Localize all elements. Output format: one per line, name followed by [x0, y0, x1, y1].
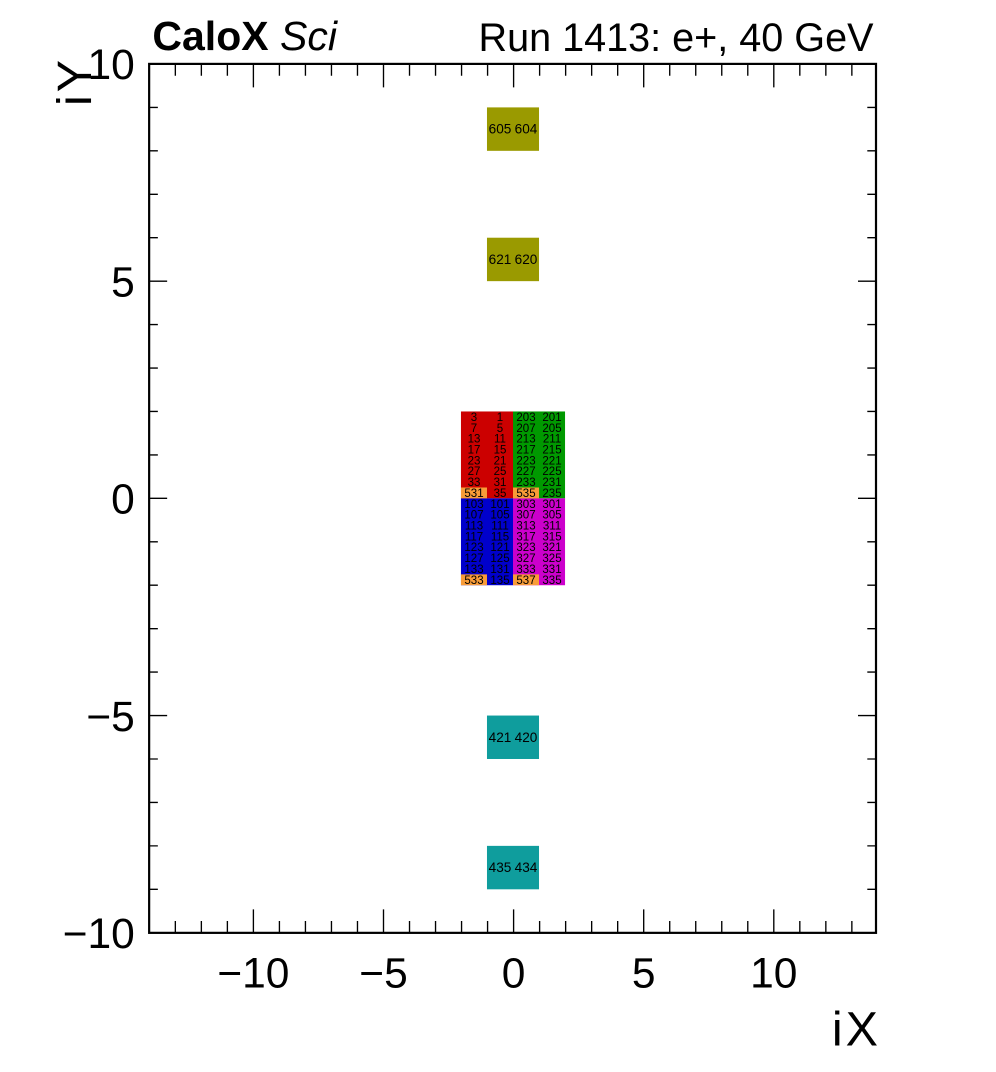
svg-text:223: 223: [516, 455, 535, 467]
svg-text:227: 227: [516, 466, 535, 478]
svg-text:531: 531: [464, 488, 483, 500]
svg-text:434: 434: [515, 860, 538, 875]
svg-text:211: 211: [543, 434, 561, 446]
svg-text:535: 535: [516, 488, 535, 500]
svg-text:225: 225: [542, 466, 561, 478]
svg-text:605: 605: [489, 122, 512, 137]
svg-text:13: 13: [468, 434, 481, 446]
svg-text:604: 604: [515, 122, 538, 137]
svg-text:420: 420: [515, 730, 538, 745]
svg-text:5: 5: [497, 423, 503, 435]
svg-text:323: 323: [516, 542, 535, 554]
svg-text:23: 23: [468, 455, 481, 467]
svg-text:−10: −10: [63, 911, 135, 958]
svg-text:−5: −5: [86, 694, 134, 741]
svg-text:121: 121: [490, 542, 509, 554]
svg-text:0: 0: [502, 951, 526, 998]
svg-text:127: 127: [464, 553, 483, 565]
svg-text:111: 111: [491, 521, 508, 533]
svg-text:620: 620: [515, 252, 538, 267]
svg-text:335: 335: [542, 575, 561, 587]
svg-text:iX: iX: [832, 1002, 881, 1056]
svg-text:27: 27: [468, 466, 481, 478]
svg-text:221: 221: [542, 455, 561, 467]
svg-text:101: 101: [490, 499, 509, 511]
svg-text:305: 305: [542, 510, 561, 522]
svg-text:133: 133: [464, 564, 483, 576]
svg-text:325: 325: [542, 553, 561, 565]
svg-text:105: 105: [490, 510, 509, 522]
svg-text:113: 113: [465, 521, 483, 533]
svg-text:435: 435: [489, 860, 512, 875]
svg-text:301: 301: [542, 499, 561, 511]
svg-text:421: 421: [489, 730, 512, 745]
svg-text:203: 203: [516, 412, 535, 424]
svg-text:103: 103: [464, 499, 483, 511]
svg-text:317: 317: [516, 531, 535, 543]
svg-text:533: 533: [464, 575, 483, 587]
svg-text:21: 21: [494, 455, 507, 467]
svg-text:327: 327: [516, 553, 535, 565]
svg-text:115: 115: [491, 531, 509, 543]
svg-text:35: 35: [494, 488, 507, 500]
svg-text:33: 33: [468, 477, 481, 489]
svg-text:−10: −10: [217, 951, 289, 998]
svg-text:3: 3: [471, 412, 477, 424]
svg-text:31: 31: [494, 477, 507, 489]
svg-text:537: 537: [516, 575, 535, 587]
svg-text:10: 10: [88, 42, 135, 89]
svg-text:5: 5: [111, 259, 135, 306]
svg-text:107: 107: [464, 510, 483, 522]
svg-text:311: 311: [543, 521, 561, 533]
svg-text:213: 213: [516, 434, 535, 446]
svg-text:135: 135: [490, 575, 509, 587]
svg-text:125: 125: [490, 553, 509, 565]
svg-text:Run 1413: e+, 40 GeV: Run 1413: e+, 40 GeV: [479, 16, 875, 60]
svg-text:313: 313: [516, 521, 535, 533]
svg-text:10: 10: [750, 951, 797, 998]
svg-text:621: 621: [489, 252, 512, 267]
svg-text:201: 201: [542, 412, 561, 424]
svg-text:7: 7: [471, 423, 477, 435]
svg-text:0: 0: [111, 477, 135, 524]
svg-text:315: 315: [542, 531, 561, 543]
svg-text:25: 25: [494, 466, 507, 478]
svg-text:321: 321: [542, 542, 561, 554]
svg-text:131: 131: [490, 564, 509, 576]
svg-text:333: 333: [516, 564, 535, 576]
svg-text:205: 205: [542, 423, 561, 435]
svg-text:307: 307: [516, 510, 535, 522]
svg-text:CaloX Sci: CaloX Sci: [152, 13, 338, 59]
svg-text:1: 1: [497, 412, 503, 424]
svg-text:123: 123: [464, 542, 483, 554]
svg-text:303: 303: [516, 499, 535, 511]
svg-text:iY: iY: [48, 57, 102, 106]
svg-text:17: 17: [468, 445, 481, 457]
svg-text:15: 15: [494, 445, 507, 457]
svg-text:207: 207: [516, 423, 535, 435]
svg-text:117: 117: [465, 531, 483, 543]
svg-text:−5: −5: [359, 951, 407, 998]
svg-text:215: 215: [542, 445, 561, 457]
svg-text:235: 235: [542, 488, 561, 500]
svg-text:5: 5: [632, 951, 656, 998]
svg-text:217: 217: [516, 445, 535, 457]
svg-text:11: 11: [494, 434, 506, 446]
svg-text:233: 233: [516, 477, 535, 489]
svg-text:231: 231: [542, 477, 561, 489]
svg-text:331: 331: [542, 564, 561, 576]
